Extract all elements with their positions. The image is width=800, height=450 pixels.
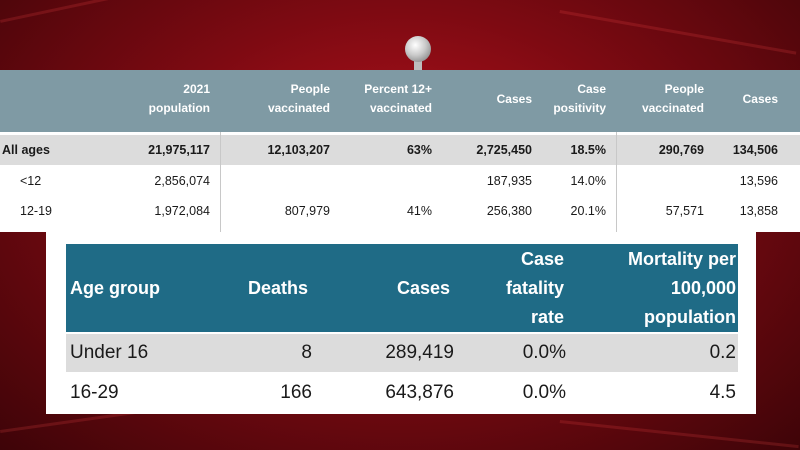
column-header: People vaccinated bbox=[641, 82, 704, 115]
column-divider bbox=[220, 132, 221, 232]
table-cell: 18.5% bbox=[570, 143, 606, 157]
table-cell: 1,972,084 bbox=[154, 204, 210, 218]
table-cell: 63% bbox=[406, 143, 432, 157]
table-cell: 0.2 bbox=[709, 342, 736, 363]
column-header: Cases bbox=[742, 92, 778, 106]
background-streak bbox=[559, 10, 797, 55]
age-group-cell: Under 16 bbox=[70, 342, 149, 363]
table-cell: 41% bbox=[406, 204, 432, 218]
table-header: Age group Deaths Cases Case fatality rat… bbox=[66, 244, 738, 332]
table-cell: 289,419 bbox=[385, 342, 454, 363]
column-header: 2021 population bbox=[148, 82, 210, 115]
table-header: 2021 population People vaccinated Percen… bbox=[0, 70, 800, 132]
table-cell: 8 bbox=[301, 342, 312, 363]
background-streak bbox=[559, 420, 799, 449]
table-row: Under 16 8 289,419 0.0% 0.2 bbox=[66, 334, 738, 372]
table-cell: 643,876 bbox=[385, 382, 454, 403]
table-cell: 290,769 bbox=[658, 143, 704, 157]
row-label: All ages bbox=[2, 143, 50, 157]
table-row: <12 2,856,074 187,935 14.0% 13,596 bbox=[0, 166, 800, 196]
table-cell: 2,856,074 bbox=[154, 174, 210, 188]
table-cell: 21,975,117 bbox=[148, 143, 210, 157]
column-header: Case positivity bbox=[553, 82, 606, 115]
table-cell: 166 bbox=[280, 382, 312, 403]
row-label: 12-19 bbox=[20, 204, 52, 218]
column-divider bbox=[616, 132, 617, 232]
table-cell: 57,571 bbox=[665, 204, 704, 218]
table-row: 12-19 1,972,084 807,979 41% 256,380 20.1… bbox=[0, 196, 800, 226]
row-label: <12 bbox=[20, 174, 42, 188]
table-cell: 20.1% bbox=[570, 204, 606, 218]
column-header: Case fatality rate bbox=[505, 249, 564, 327]
table-cell: 13,596 bbox=[739, 174, 778, 188]
column-header: Percent 12+ vaccinated bbox=[364, 82, 432, 115]
table-cell: 14.0% bbox=[570, 174, 606, 188]
table-cell: 0.0% bbox=[522, 342, 566, 363]
table-cell: 134,506 bbox=[732, 143, 778, 157]
table-cell: 2,725,450 bbox=[476, 143, 532, 157]
table-cell: 13,858 bbox=[739, 204, 778, 218]
microphone-icon bbox=[405, 36, 431, 78]
background-streak bbox=[0, 0, 255, 23]
table-cell: 187,935 bbox=[486, 174, 532, 188]
column-header: Age group bbox=[70, 278, 160, 298]
table-row: All ages 21,975,117 12,103,207 63% 2,725… bbox=[0, 135, 800, 165]
column-header: Deaths bbox=[247, 278, 308, 298]
mortality-table: Age group Deaths Cases Case fatality rat… bbox=[46, 232, 756, 414]
table-cell: 0.0% bbox=[522, 382, 566, 403]
age-group-cell: 16-29 bbox=[70, 382, 119, 403]
table-cell: 807,979 bbox=[284, 204, 330, 218]
column-header: People vaccinated bbox=[267, 82, 330, 115]
table-row: 16-29 166 643,876 0.0% 4.5 bbox=[66, 374, 738, 412]
table-cell: 12,103,207 bbox=[267, 143, 330, 157]
table-cell: 256,380 bbox=[486, 204, 532, 218]
column-header: Cases bbox=[496, 92, 532, 106]
vaccination-table: 2021 population People vaccinated Percen… bbox=[0, 70, 800, 232]
column-header: Mortality per 100,000 population bbox=[627, 249, 736, 327]
column-header: Cases bbox=[396, 278, 450, 298]
table-cell: 4.5 bbox=[709, 382, 736, 403]
